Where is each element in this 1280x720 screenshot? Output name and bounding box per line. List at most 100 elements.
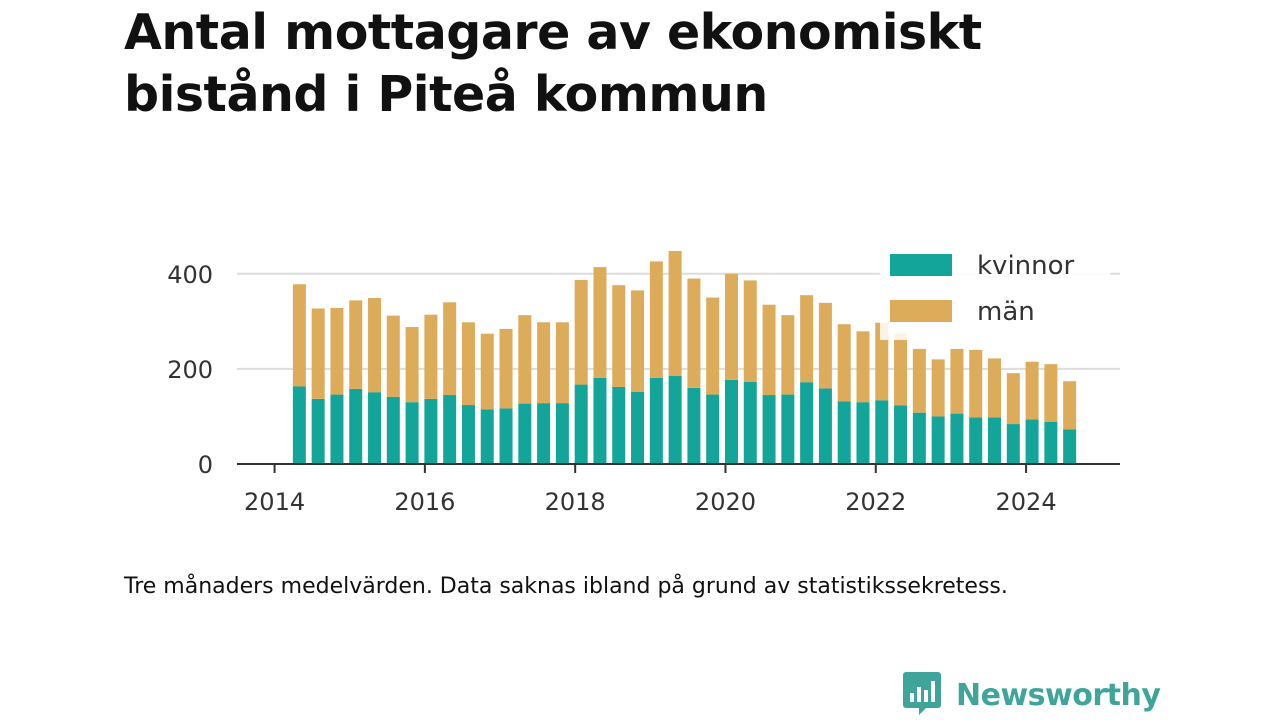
bar-man (894, 333, 908, 406)
bar-kvinnor (461, 405, 475, 464)
bar-man (724, 273, 738, 380)
x-tick-label: 2024 (996, 488, 1057, 516)
bar-man (687, 278, 701, 388)
bar-man (612, 285, 626, 387)
bar-man (1025, 361, 1039, 420)
footnote: Tre månaders medelvärden. Data saknas ib… (124, 574, 1008, 599)
bar-kvinnor (443, 395, 457, 464)
legend-swatch (890, 300, 952, 322)
bar-man (800, 295, 814, 383)
bar-man (574, 279, 588, 385)
bar-kvinnor (668, 376, 682, 464)
bar-kvinnor (593, 377, 607, 464)
bar-kvinnor (1044, 421, 1058, 464)
bar-kvinnor (292, 386, 306, 464)
bar-man (649, 261, 663, 378)
bar-man (912, 348, 926, 413)
bar-kvinnor (800, 382, 814, 464)
bar-man (931, 359, 945, 417)
bar-man (593, 267, 607, 378)
bar-kvinnor (405, 402, 419, 464)
bar-kvinnor (894, 405, 908, 464)
bar-man (537, 322, 551, 404)
y-tick-label: 0 (198, 451, 213, 479)
bar-kvinnor (518, 403, 532, 464)
bar-kvinnor (631, 391, 645, 464)
stacked-bar-chart: 0 200 400 2014 2016 2018 2020 2022 2024 kvinnor m… (167, 240, 1120, 516)
bar-man (762, 304, 776, 396)
bar-kvinnor (649, 377, 663, 464)
bar-man (349, 300, 363, 389)
x-tick-label: 2022 (845, 488, 906, 516)
bar-kvinnor (424, 398, 438, 464)
bar-kvinnor (931, 416, 945, 464)
bar-kvinnor (555, 403, 569, 464)
bar-man (405, 327, 419, 403)
bar-man (292, 284, 306, 387)
bar-kvinnor (368, 392, 382, 464)
bar-kvinnor (706, 394, 720, 464)
bar-man (743, 280, 757, 382)
bar-kvinnor (612, 386, 626, 464)
bar-kvinnor (912, 412, 926, 464)
legend-swatch (890, 254, 952, 276)
bar-man (555, 322, 569, 404)
logo-text: Newsworthy (956, 677, 1161, 713)
bar-man (499, 328, 513, 409)
axes: 0 200 400 2014 2016 2018 2020 2022 2024 (167, 261, 1120, 516)
bar-man (631, 290, 645, 392)
x-tick-label: 2018 (545, 488, 606, 516)
x-tick-label: 2020 (695, 488, 756, 516)
bar-kvinnor (349, 388, 363, 464)
x-tick-label: 2016 (394, 488, 455, 516)
bar-kvinnor (762, 395, 776, 464)
bar-kvinnor (988, 417, 1002, 464)
bar-man (818, 302, 832, 389)
x-tick-label: 2014 (244, 488, 305, 516)
bar-kvinnor (1063, 429, 1077, 464)
bar-man (988, 358, 1002, 418)
bar-kvinnor (537, 403, 551, 464)
bar-kvinnor (687, 387, 701, 464)
bar-kvinnor (386, 396, 400, 464)
bar-man (311, 308, 325, 399)
legend-label: män (977, 297, 1035, 327)
bar-man (1044, 364, 1058, 422)
bar-man (1063, 381, 1077, 430)
bar-man (781, 315, 795, 395)
bar-kvinnor (969, 417, 983, 464)
bar-chart-speech-bubble-icon (902, 670, 942, 720)
bar-man (1006, 373, 1020, 425)
bar-kvinnor (330, 394, 344, 464)
bar-man (969, 349, 983, 418)
bar-man (386, 315, 400, 397)
y-tick-label: 400 (167, 261, 213, 289)
bar-kvinnor (1025, 419, 1039, 464)
bar-man (706, 297, 720, 395)
bar-kvinnor (950, 413, 964, 464)
bar-kvinnor (856, 402, 870, 464)
bar-man (330, 308, 344, 395)
chart-title: Antal mottagare av ekonomiskt bistånd i … (124, 4, 982, 123)
bar-man (875, 322, 889, 401)
y-tick-label: 200 (167, 356, 213, 384)
bar-kvinnor (480, 409, 494, 464)
bar-man (443, 302, 457, 396)
bar-man (368, 298, 382, 393)
bar-kvinnor (875, 400, 889, 464)
bar-kvinnor (311, 398, 325, 464)
bars (292, 250, 1077, 464)
bar-man (518, 315, 532, 404)
newsworthy-logo[interactable]: Newsworthy (902, 670, 1161, 720)
bar-man (424, 314, 438, 399)
bar-kvinnor (781, 394, 795, 464)
bar-man (461, 322, 475, 406)
bar-kvinnor (818, 388, 832, 464)
bar-man (950, 348, 964, 414)
bar-man (668, 250, 682, 377)
bar-kvinnor (499, 408, 513, 464)
bar-kvinnor (1006, 424, 1020, 464)
bar-kvinnor (743, 381, 757, 464)
legend: kvinnor män (880, 240, 1110, 340)
bar-kvinnor (724, 379, 738, 464)
